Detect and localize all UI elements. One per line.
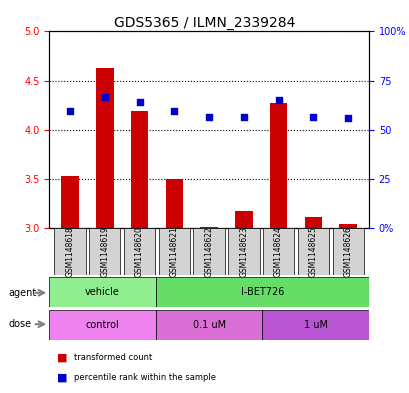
Bar <box>96 68 113 228</box>
Text: ■: ■ <box>57 372 68 382</box>
Point <box>67 108 73 114</box>
Text: agent: agent <box>8 288 36 298</box>
Bar <box>165 179 182 228</box>
Text: GSM1148620: GSM1148620 <box>135 226 144 277</box>
FancyBboxPatch shape <box>332 228 363 275</box>
FancyBboxPatch shape <box>262 228 294 275</box>
Point <box>101 94 108 101</box>
FancyBboxPatch shape <box>54 228 85 275</box>
Text: ■: ■ <box>57 353 68 363</box>
Text: vehicle: vehicle <box>85 287 120 297</box>
Text: GSM1148623: GSM1148623 <box>239 226 248 277</box>
FancyBboxPatch shape <box>155 310 262 340</box>
FancyBboxPatch shape <box>158 228 189 275</box>
Text: dose: dose <box>8 319 31 329</box>
Text: control: control <box>85 320 119 330</box>
Text: 0.1 uM: 0.1 uM <box>192 320 225 330</box>
FancyBboxPatch shape <box>155 277 368 307</box>
Text: I-BET726: I-BET726 <box>240 287 283 297</box>
Bar <box>304 217 321 228</box>
FancyBboxPatch shape <box>228 228 259 275</box>
Text: GSM1148625: GSM1148625 <box>308 226 317 277</box>
Text: GSM1148622: GSM1148622 <box>204 226 213 277</box>
Text: GSM1148621: GSM1148621 <box>169 226 178 277</box>
Text: GDS5365 / ILMN_2339284: GDS5365 / ILMN_2339284 <box>114 16 295 30</box>
FancyBboxPatch shape <box>262 310 368 340</box>
FancyBboxPatch shape <box>49 310 155 340</box>
Point <box>205 114 212 120</box>
Bar <box>269 103 287 228</box>
Text: GSM1148624: GSM1148624 <box>274 226 283 277</box>
Bar <box>130 111 148 228</box>
Point <box>171 108 177 114</box>
FancyBboxPatch shape <box>297 228 328 275</box>
Point <box>309 114 316 120</box>
Text: GSM1148618: GSM1148618 <box>65 226 74 277</box>
Text: GSM1148619: GSM1148619 <box>100 226 109 277</box>
Text: GSM1148626: GSM1148626 <box>343 226 352 277</box>
Bar <box>61 176 79 228</box>
Text: percentile rank within the sample: percentile rank within the sample <box>74 373 215 382</box>
Bar <box>200 227 217 228</box>
FancyBboxPatch shape <box>193 228 224 275</box>
Point <box>240 114 247 120</box>
FancyBboxPatch shape <box>89 228 120 275</box>
Point <box>344 115 351 121</box>
Bar <box>235 211 252 228</box>
FancyBboxPatch shape <box>49 277 155 307</box>
Point <box>136 99 142 105</box>
FancyBboxPatch shape <box>124 228 155 275</box>
Text: transformed count: transformed count <box>74 353 152 362</box>
Bar <box>339 224 356 228</box>
Point <box>275 97 281 103</box>
Text: 1 uM: 1 uM <box>303 320 327 330</box>
